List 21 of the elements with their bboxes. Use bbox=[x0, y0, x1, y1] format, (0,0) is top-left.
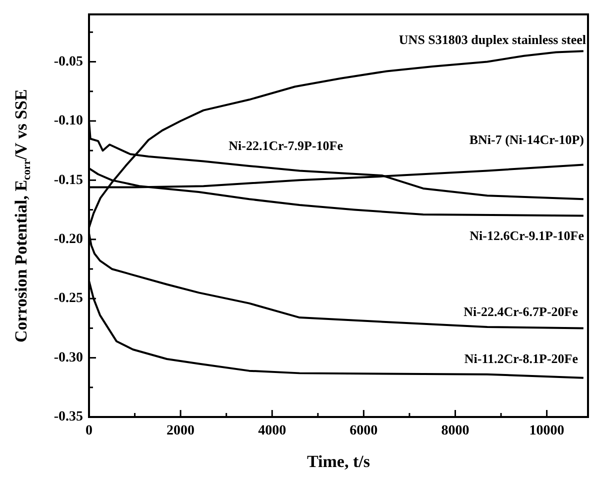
y-axis-title: Corrosion Potential, Ecorr/V vs SSE bbox=[11, 89, 33, 343]
y-tick-label: -0.30 bbox=[54, 350, 83, 366]
annotation: UNS S31803 duplex stainless steel bbox=[398, 32, 586, 47]
y-tick-label: -0.15 bbox=[54, 172, 83, 188]
x-tick-label: 2000 bbox=[166, 424, 195, 439]
x-tick-label: 6000 bbox=[350, 424, 378, 439]
y-tick-label: -0.10 bbox=[54, 114, 83, 129]
y-tick-label: -0.25 bbox=[54, 291, 83, 306]
y-tick-label: -0.35 bbox=[54, 410, 83, 425]
y-tick-label: -0.20 bbox=[54, 232, 83, 247]
annotation: Ni-11.2Cr-8.1P-20Fe bbox=[464, 351, 578, 366]
annotation: Ni-22.1Cr-7.9P-10Fe bbox=[228, 138, 344, 153]
x-tick-label: 8000 bbox=[441, 424, 470, 439]
annotation: BNi-7 (Ni-14Cr-10P) bbox=[469, 132, 584, 147]
y-tick-label: -0.05 bbox=[54, 54, 83, 70]
annotation: Ni-22.4Cr-6.7P-20Fe bbox=[464, 304, 578, 319]
x-tick-label: 0 bbox=[86, 424, 92, 439]
x-tick-label: 4000 bbox=[258, 424, 286, 439]
annotation: Ni-12.6Cr-9.1P-10Fe bbox=[470, 228, 584, 243]
x-tick-label: 10000 bbox=[529, 424, 564, 439]
x-axis-title: Time, t/s bbox=[307, 452, 370, 472]
